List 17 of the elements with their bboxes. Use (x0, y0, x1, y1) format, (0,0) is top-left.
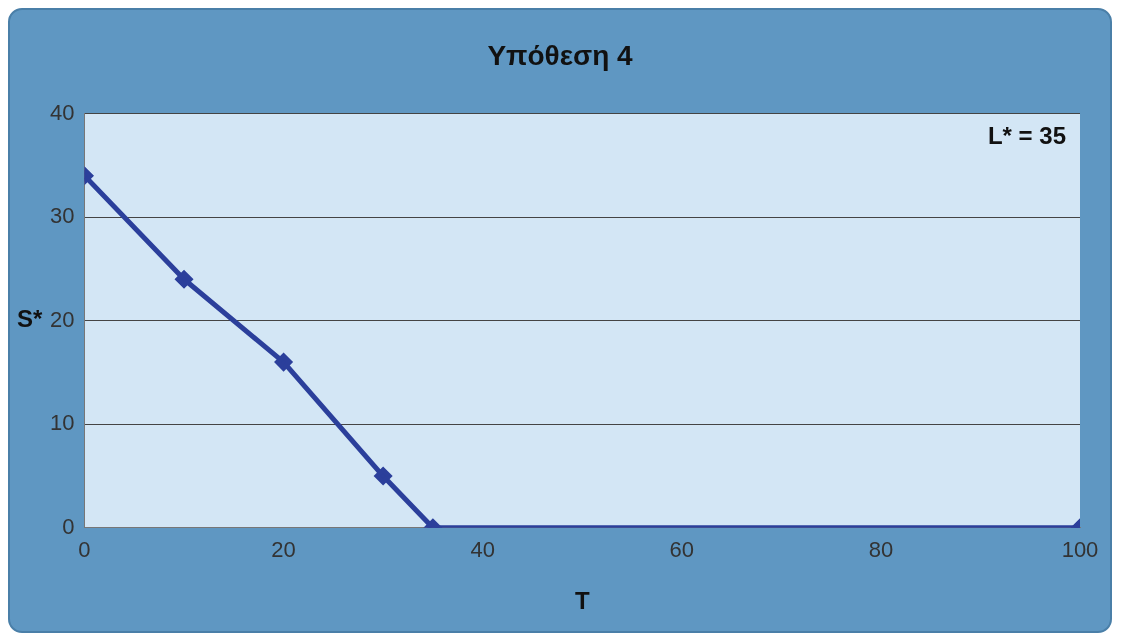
point (175, 270, 193, 288)
x-tick-label: 20 (271, 537, 296, 563)
x-tick-label: 80 (868, 537, 894, 563)
y-tick-label: 20 (49, 306, 75, 332)
x-axis-title: T (574, 587, 590, 615)
x-tick-label: 40 (470, 537, 495, 563)
y-axis-title: S* (17, 305, 44, 333)
x-tick-label: 0 (78, 537, 91, 563)
y-tick-label: 40 (49, 99, 75, 125)
x-tick-label: 100 (1061, 537, 1099, 563)
annotation: L* = 35 (987, 122, 1066, 150)
y-tick-label: 0 (62, 513, 75, 539)
y-tick-label: 10 (49, 410, 75, 436)
chart-title: Υπόθεση 4 (487, 39, 634, 71)
y-tick-label: 30 (49, 203, 75, 229)
x-tick-label: 60 (669, 537, 695, 563)
point (275, 353, 293, 371)
